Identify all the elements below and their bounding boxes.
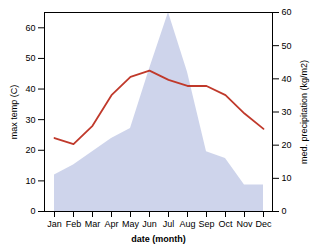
svg-text:Sep: Sep <box>198 219 214 229</box>
svg-text:30: 30 <box>25 115 35 125</box>
svg-text:Jan: Jan <box>47 219 62 229</box>
svg-text:May: May <box>122 219 140 229</box>
svg-text:Aug: Aug <box>179 219 195 229</box>
svg-text:60: 60 <box>282 7 292 17</box>
svg-text:20: 20 <box>25 145 35 155</box>
svg-text:30: 30 <box>282 107 292 117</box>
svg-text:50: 50 <box>282 41 292 51</box>
svg-text:50: 50 <box>25 53 35 63</box>
svg-text:med. precipitation (kg/m2): med. precipitation (kg/m2) <box>299 60 309 164</box>
svg-text:Feb: Feb <box>66 219 82 229</box>
svg-text:max temp (C): max temp (C) <box>9 85 19 140</box>
svg-text:20: 20 <box>282 140 292 150</box>
svg-text:date (month): date (month) <box>131 234 186 244</box>
svg-text:0: 0 <box>30 206 35 216</box>
svg-text:Dec: Dec <box>255 219 272 229</box>
svg-text:Nov: Nov <box>236 219 253 229</box>
svg-text:Jul: Jul <box>163 219 175 229</box>
svg-text:10: 10 <box>25 176 35 186</box>
svg-text:40: 40 <box>282 74 292 84</box>
svg-text:Mar: Mar <box>85 219 101 229</box>
svg-text:Oct: Oct <box>218 219 233 229</box>
svg-text:10: 10 <box>282 173 292 183</box>
svg-text:0: 0 <box>282 206 287 216</box>
svg-text:60: 60 <box>25 23 35 33</box>
svg-text:Apr: Apr <box>104 219 118 229</box>
svg-text:Jun: Jun <box>142 219 157 229</box>
svg-text:40: 40 <box>25 84 35 94</box>
